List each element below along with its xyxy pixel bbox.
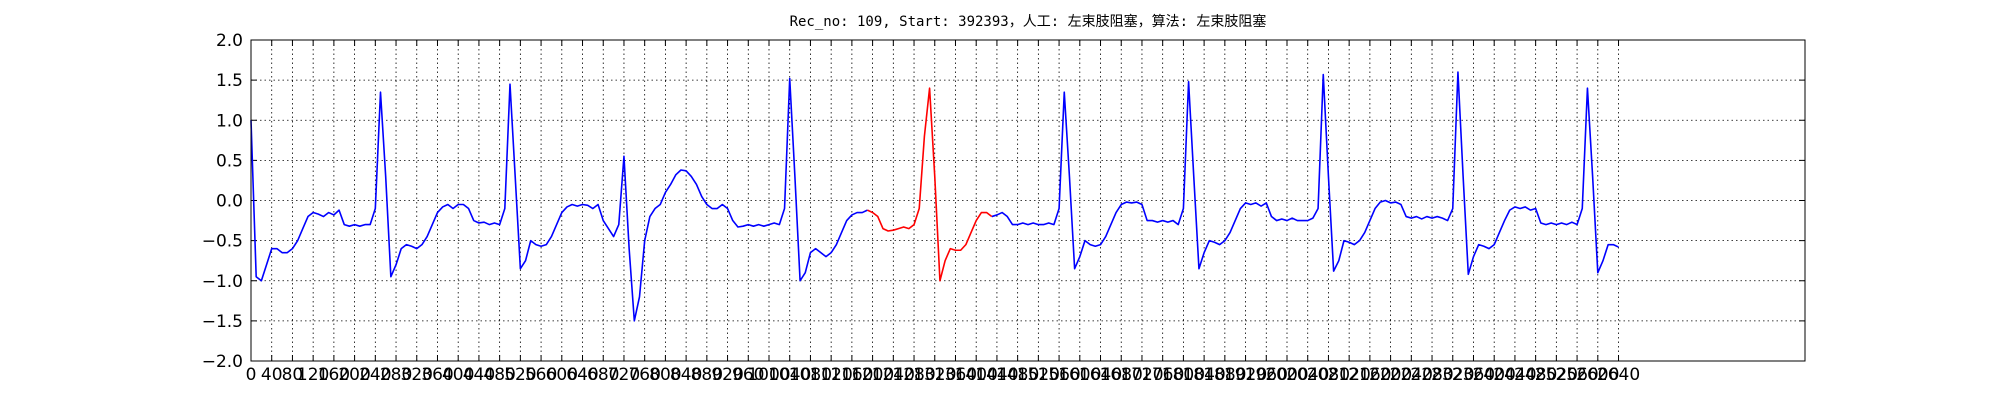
x-tick-label: 960	[732, 365, 764, 385]
x-tick-label: 1880	[1203, 365, 1246, 385]
y-tick-label: −2.0	[202, 352, 243, 372]
y-tick-label: 0.5	[216, 151, 243, 171]
chart-title: Rec_no: 109, Start: 392393，人工: 左束肢阻塞，算法:…	[790, 13, 1267, 30]
x-tick-label: 680	[587, 365, 619, 385]
x-tick-label: 1000	[747, 365, 790, 385]
x-tick-label: 520	[504, 365, 536, 385]
x-tick-label: 2080	[1307, 365, 1350, 385]
x-tick-label: 1840	[1182, 365, 1225, 385]
x-tick-label: 480	[483, 365, 515, 385]
x-tick-label: 1080	[789, 365, 832, 385]
x-tick-label: 200	[338, 365, 370, 385]
x-tick-label: 1680	[1100, 365, 1143, 385]
x-tick-label: 2520	[1535, 365, 1578, 385]
x-tick-label: 440	[463, 365, 495, 385]
x-tick-label: 2040	[1286, 365, 1329, 385]
x-tick-label: 1120	[810, 365, 853, 385]
x-tick-label: 2240	[1390, 365, 1433, 385]
y-tick-label: 0.0	[216, 192, 243, 212]
x-tick-label: 1400	[955, 365, 998, 385]
x-tick-label: 80	[282, 365, 304, 385]
x-tick-label: 1720	[1120, 365, 1163, 385]
x-tick-label: 2400	[1473, 365, 1516, 385]
x-tick-label: 40	[261, 365, 283, 385]
x-tick-label: 1360	[934, 365, 977, 385]
x-tick-label: 2320	[1431, 365, 1474, 385]
y-tick-label: 1.5	[216, 71, 243, 91]
x-tick-label: 1600	[1058, 365, 1101, 385]
y-tick-label: 1.0	[216, 111, 243, 131]
y-tick-label: −1.5	[202, 312, 243, 332]
x-tick-label: 560	[525, 365, 557, 385]
y-tick-label: −1.0	[202, 272, 243, 292]
x-tick-label: 1640	[1079, 365, 1122, 385]
x-tick-label: 1040	[768, 365, 811, 385]
x-tick-label: 760	[628, 365, 660, 385]
x-tick-label: 2160	[1348, 365, 1391, 385]
x-tick-label: 920	[711, 365, 743, 385]
x-tick-label: 1760	[1141, 365, 1184, 385]
x-tick-label: 2480	[1514, 365, 1557, 385]
x-tick-label: 1480	[996, 365, 1039, 385]
x-tick-label: 2640	[1597, 365, 1640, 385]
x-tick-label: 1920	[1224, 365, 1267, 385]
ecg-line	[867, 87, 993, 282]
x-tick-label: 160	[318, 365, 350, 385]
x-tick-label: 400	[442, 365, 474, 385]
x-tick-label: 1560	[1037, 365, 1080, 385]
x-tick-label: 2560	[1555, 365, 1598, 385]
x-tick-label: 2000	[1265, 365, 1308, 385]
x-tick-label: 240	[359, 365, 391, 385]
y-tick-label: −0.5	[202, 232, 243, 252]
x-tick-label: 2280	[1410, 365, 1453, 385]
x-tick-label: 1520	[1017, 365, 1060, 385]
x-tick-label: 320	[401, 365, 433, 385]
x-tick-label: 360	[421, 365, 453, 385]
ecg-line	[250, 71, 1619, 322]
plot-frame	[250, 39, 1806, 362]
x-tick-label: 2120	[1328, 365, 1371, 385]
x-tick-label: 120	[297, 365, 329, 385]
x-tick-label: 2600	[1576, 365, 1619, 385]
x-tick-label: 1320	[913, 365, 956, 385]
x-tick-label: 1200	[851, 365, 894, 385]
x-tick-label: 600	[546, 365, 578, 385]
x-tick-label: 1800	[1162, 365, 1205, 385]
x-tick-label: 880	[691, 365, 723, 385]
x-tick-label: 2440	[1493, 365, 1536, 385]
x-tick-label: 1240	[872, 365, 915, 385]
x-tick-label: 840	[670, 365, 702, 385]
x-tick-label: 0	[246, 365, 257, 385]
x-tick-label: 720	[608, 365, 640, 385]
x-tick-label: 280	[380, 365, 412, 385]
x-tick-label: 1960	[1245, 365, 1288, 385]
y-tick-label: 2.0	[216, 31, 243, 51]
x-tick-label: 2200	[1369, 365, 1412, 385]
x-tick-label: 640	[566, 365, 598, 385]
x-tick-label: 1440	[975, 365, 1018, 385]
x-tick-label: 2360	[1452, 365, 1495, 385]
x-tick-label: 1280	[892, 365, 935, 385]
x-tick-label: 800	[649, 365, 681, 385]
x-tick-label: 1160	[830, 365, 873, 385]
